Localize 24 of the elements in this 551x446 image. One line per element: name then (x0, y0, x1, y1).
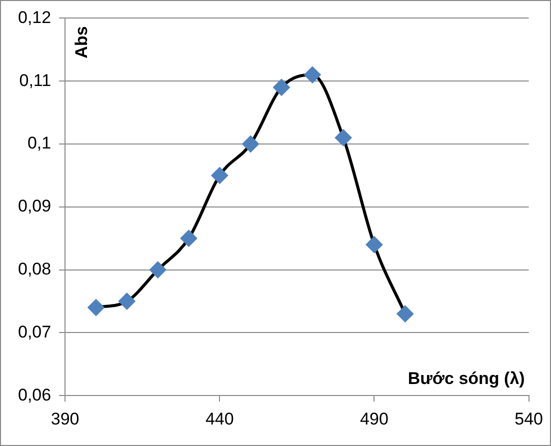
y-tick-label: 0,11 (19, 70, 52, 90)
y-tick-label: 0,09 (18, 196, 52, 216)
point (304, 66, 321, 84)
y-tick-label: 0,1 (27, 134, 52, 153)
point (88, 299, 105, 316)
y-tick-label: 0,12 (18, 8, 52, 27)
point (211, 166, 228, 184)
y-tick-label: 0,07 (18, 322, 52, 342)
x-axis-title: Bước sóng (λ) (408, 368, 525, 388)
point (118, 292, 136, 310)
x-tick-label: 540 (514, 409, 544, 428)
x-tick-label: 440 (205, 409, 234, 428)
point (334, 129, 352, 146)
y-tick-label: 0,08 (18, 259, 52, 278)
point (366, 236, 383, 254)
y-tick-label: 0,06 (18, 385, 52, 404)
point (396, 305, 414, 322)
point (149, 261, 166, 278)
x-tick-label: 390 (50, 409, 80, 428)
point (272, 78, 290, 96)
point (180, 230, 198, 247)
x-tick-label: 490 (360, 409, 388, 428)
y-axis-title: Abs (72, 26, 91, 58)
point (242, 136, 260, 152)
